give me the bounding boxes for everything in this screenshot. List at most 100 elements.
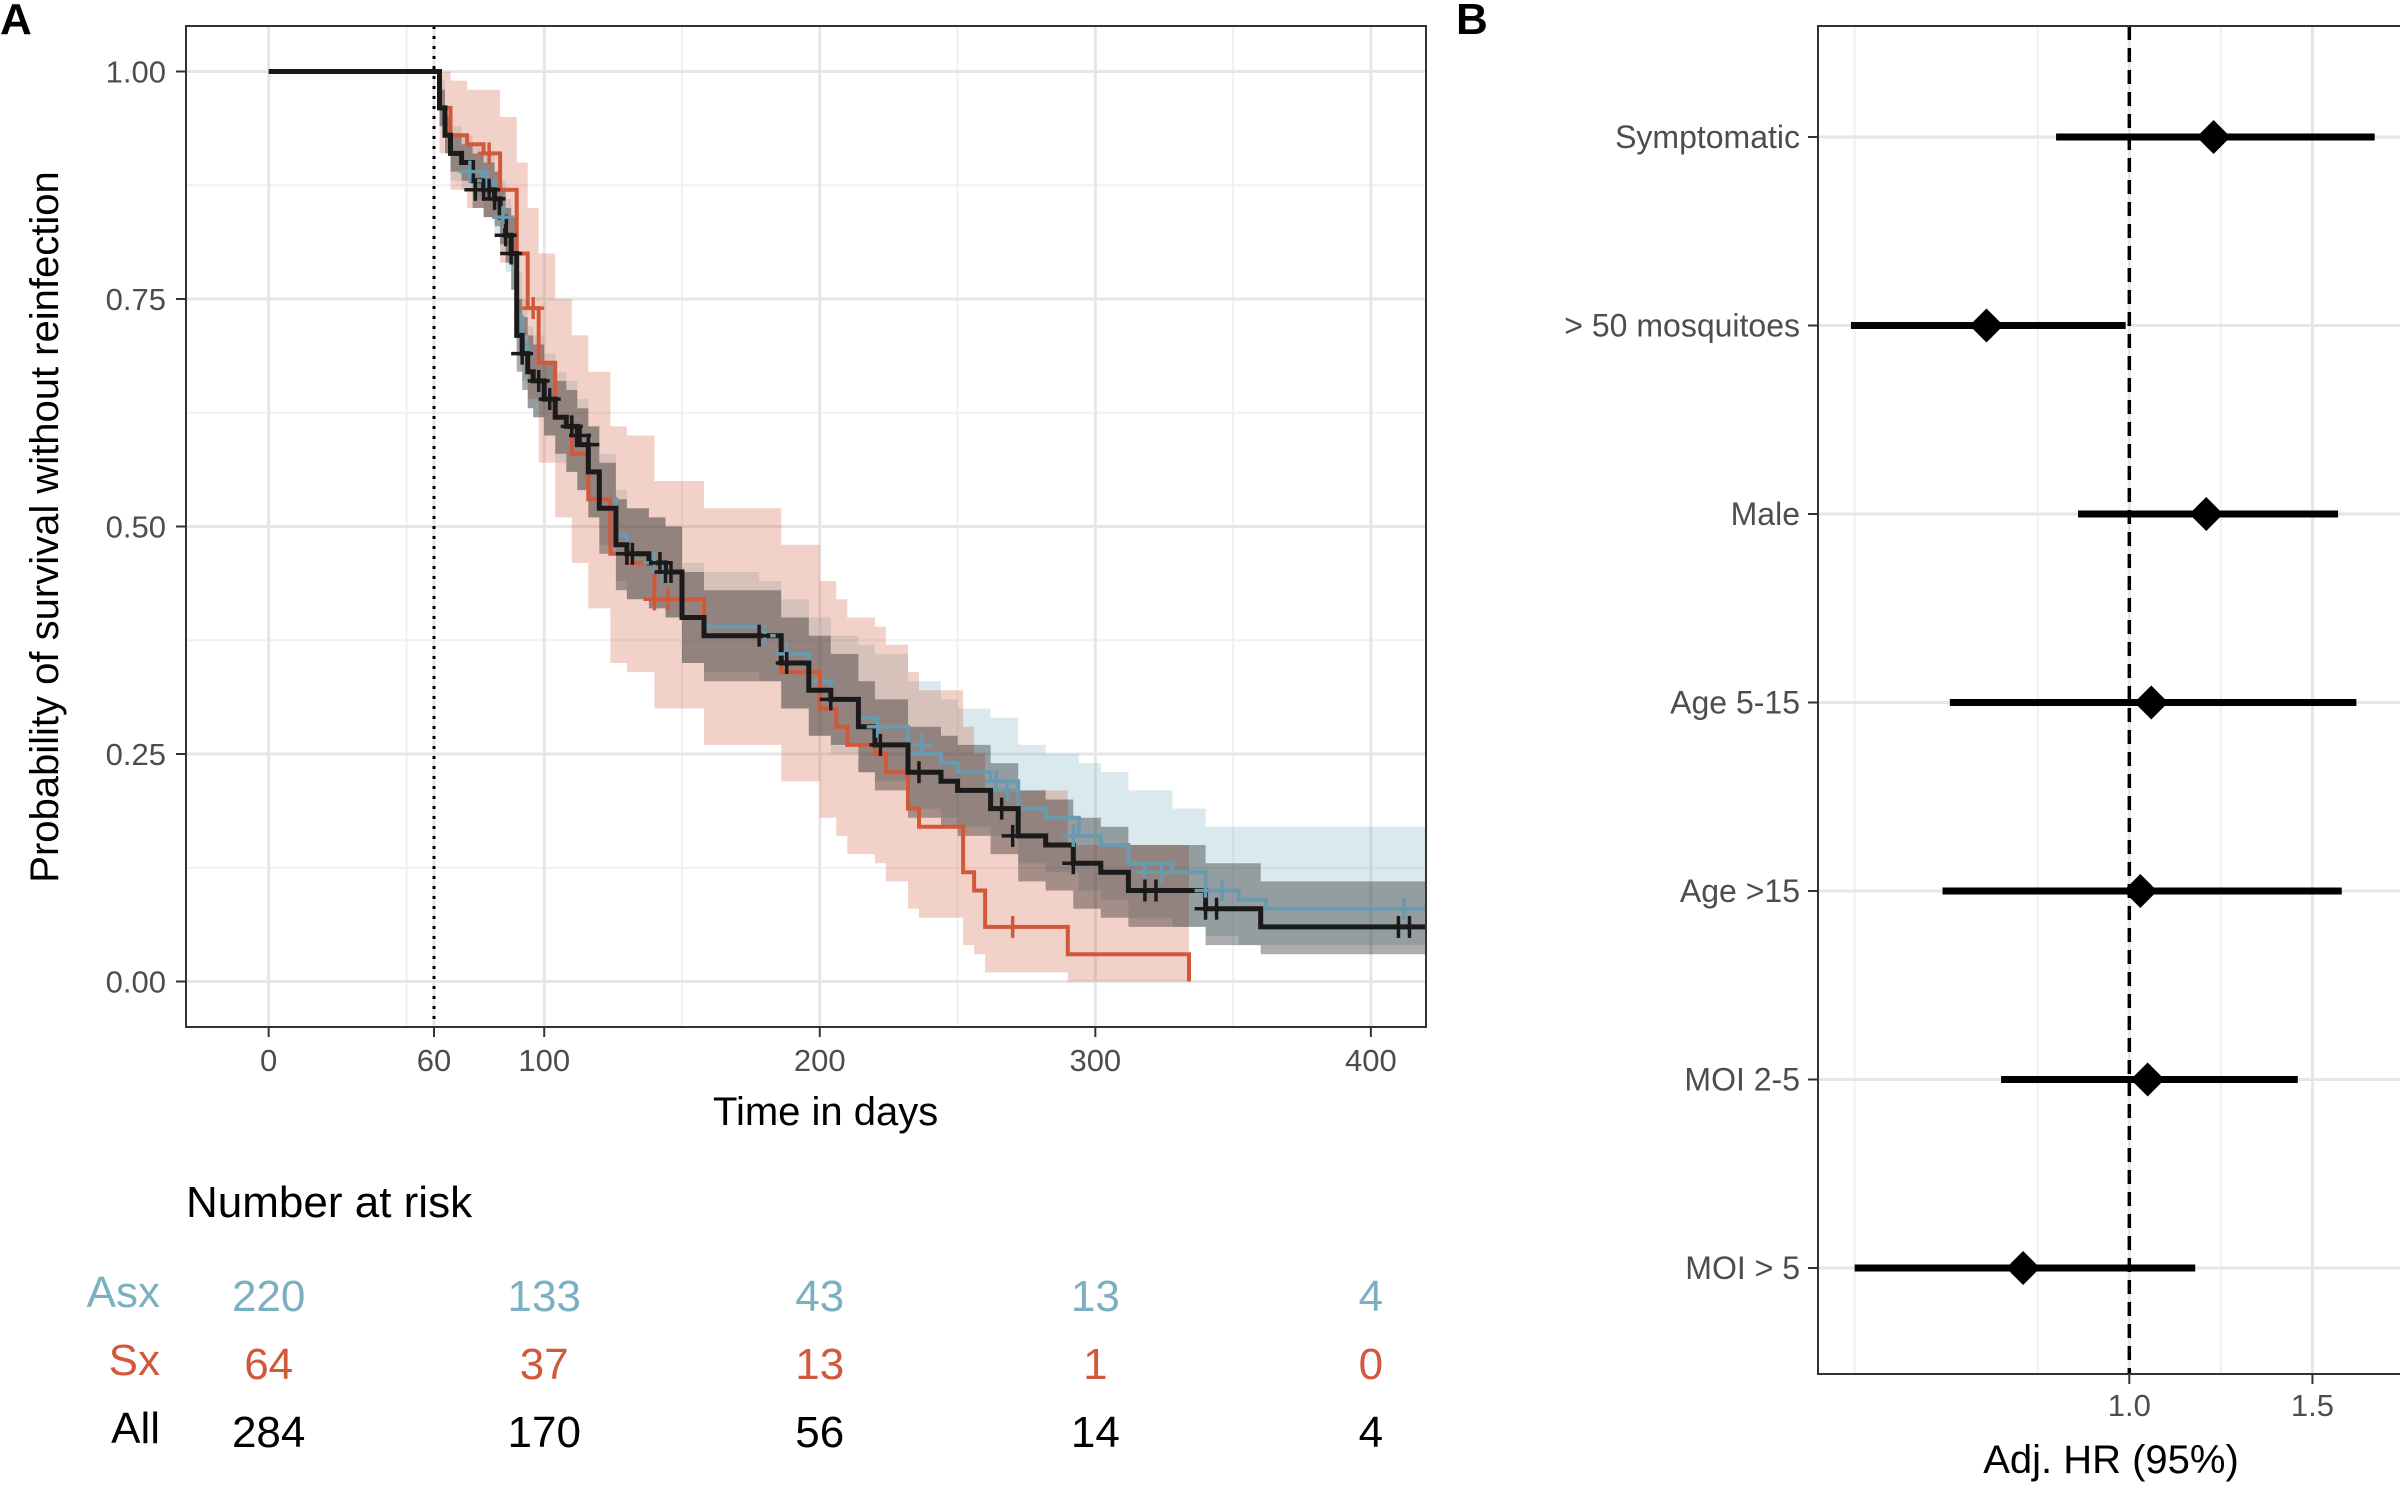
forest-hr-point xyxy=(2134,685,2169,720)
km-censor-mark-all xyxy=(659,561,682,583)
km-censor-mark-asx xyxy=(1150,861,1173,884)
km-censor-mark-sx xyxy=(657,588,680,611)
forest-row-label: MOI 2-5 xyxy=(1684,1062,1800,1098)
km-censor-mark-sx xyxy=(1001,915,1024,938)
forest-x-tick-label: 1.0 xyxy=(2108,1388,2151,1423)
km-censor-mark-all xyxy=(538,388,561,411)
km-censor-mark-all xyxy=(1144,879,1167,902)
forest-plot-border xyxy=(1817,25,2400,1375)
forest-row-label: Age >15 xyxy=(1680,873,1800,909)
forest-hr-point xyxy=(2189,497,2224,531)
km-x-tick-label: 200 xyxy=(794,1043,846,1078)
km-band-asx xyxy=(268,71,1427,946)
km-censor-mark-all xyxy=(511,342,534,365)
km-censor-mark-asx xyxy=(866,715,889,738)
forest-row: Age >15 xyxy=(1680,873,2342,909)
km-x-tick-label: 0 xyxy=(260,1043,277,1078)
km-x-tick-label: 100 xyxy=(518,1043,570,1078)
forest-row: Male xyxy=(1731,496,2339,532)
km-censor-mark-asx xyxy=(491,206,514,229)
forest-row-label: MOI > 5 xyxy=(1685,1250,1800,1286)
forest-row-label: Symptomatic xyxy=(1615,119,1800,155)
km-confidence-bands xyxy=(268,71,1427,982)
forest-hr-point xyxy=(1969,308,2004,343)
km-censor-mark-all xyxy=(775,652,798,674)
risk-count-all: 4 xyxy=(1359,1408,1383,1457)
risk-count-sx: 0 xyxy=(1359,1340,1383,1389)
km-censor-mark-all xyxy=(869,733,892,756)
forest-rows: Symptomatic > 50 mosquitoes Male Age 5-15 Ag… xyxy=(1564,119,2375,1286)
forest-row-label: > 50 mosquitoes xyxy=(1564,308,1800,344)
km-censor-mark-all xyxy=(478,178,501,201)
risk-count-asx: 43 xyxy=(795,1272,844,1321)
km-censor-mark-all xyxy=(990,797,1013,820)
forest-x-tick-label: 1.5 xyxy=(2291,1388,2334,1423)
risk-count-all: 284 xyxy=(232,1408,305,1457)
km-censor-mark-all xyxy=(1205,897,1228,920)
km-censor-mark-all xyxy=(621,542,644,565)
km-x-axis-title: Time in days xyxy=(713,1090,938,1134)
risk-count-all: 56 xyxy=(795,1408,844,1457)
km-y-tick-label: 0.75 xyxy=(106,282,166,317)
risk-count-all: 170 xyxy=(508,1408,581,1457)
km-censor-mark-sx xyxy=(522,297,545,320)
km-y-tick-label: 0.50 xyxy=(106,510,166,545)
km-censor-mark-asx xyxy=(475,169,498,192)
forest-hr-point xyxy=(2123,874,2158,908)
km-x-tick-label: 300 xyxy=(1069,1043,1121,1078)
km-y-axis-title: Probability of survival without reinfect… xyxy=(23,171,67,882)
risk-count-sx: 1 xyxy=(1083,1340,1107,1389)
risk-count-sx: 37 xyxy=(520,1340,569,1389)
panel-b-label: B xyxy=(1456,0,1488,44)
forest-x-axis: 1.0 1.5 xyxy=(2108,1374,2334,1423)
risk-count-asx: 13 xyxy=(1071,1272,1120,1321)
risk-count-all: 14 xyxy=(1071,1408,1120,1457)
forest-row: > 50 mosquitoes xyxy=(1564,308,2126,344)
risk-count-asx: 133 xyxy=(508,1272,581,1321)
risk-table-title: Number at risk xyxy=(186,1178,473,1227)
km-censor-mark-all xyxy=(577,433,600,456)
forest-row-label: Male xyxy=(1731,496,1800,532)
km-y-tick-label: 0.00 xyxy=(106,965,166,1000)
km-chart: 0.00 0.25 0.50 0.75 1.00 0 60 100 200 300 400 Tim… xyxy=(23,25,1427,1134)
forest-hr-point xyxy=(2130,1062,2165,1097)
km-censor-mark-asx xyxy=(985,770,1008,793)
panel-a-label: A xyxy=(0,0,32,44)
forest-hr-point xyxy=(2196,120,2231,154)
risk-count-sx: 64 xyxy=(244,1340,293,1389)
km-censor-mark-all xyxy=(1001,824,1024,847)
km-y-tick-label: 0.25 xyxy=(106,737,166,772)
km-censor-mark-asx xyxy=(1211,879,1234,902)
km-censor-mark-all xyxy=(907,761,930,784)
km-censor-mark-sx xyxy=(478,142,501,165)
forest-row-label: Age 5-15 xyxy=(1670,685,1800,721)
risk-table-rows: Asx 220 133 43 13 4 Sx 64 37 13 1 0 All 284 170 56 14 4 xyxy=(87,1268,1383,1457)
risk-table: Number at risk Asx 220 133 43 13 4Sx 64 37 13 1 0A… xyxy=(87,1178,1383,1457)
km-censor-mark-asx xyxy=(910,733,933,756)
km-censor-mark-all xyxy=(748,624,771,647)
forest-row: MOI > 5 xyxy=(1685,1250,2196,1286)
km-censor-mark-all xyxy=(500,242,523,265)
forest-x-axis-title: Adj. HR (95%) xyxy=(1983,1438,2239,1482)
km-censor-marks xyxy=(458,142,1421,938)
risk-row-label-all: All xyxy=(111,1404,160,1453)
forest-row: Symptomatic xyxy=(1615,119,2375,155)
km-censor-mark-all xyxy=(648,551,671,574)
risk-count-sx: 13 xyxy=(795,1340,844,1389)
km-censor-mark-asx xyxy=(996,779,1019,802)
risk-count-asx: 4 xyxy=(1359,1272,1383,1321)
km-x-tick-label: 60 xyxy=(417,1043,451,1078)
forest-chart: Symptomatic > 50 mosquitoes Male Age 5-15 Ag… xyxy=(1564,25,2400,1482)
forest-row: Age 5-15 xyxy=(1670,685,2357,721)
risk-row-label-asx: Asx xyxy=(87,1268,160,1317)
km-censor-mark-asx xyxy=(1062,824,1085,847)
km-censor-mark-asx xyxy=(1392,897,1415,920)
km-band-sx xyxy=(268,71,1189,982)
km-censor-mark-all xyxy=(819,688,842,711)
forest-row: MOI 2-5 xyxy=(1684,1062,2298,1098)
km-y-axis: 0.00 0.25 0.50 0.75 1.00 xyxy=(106,55,186,1000)
forest-hr-point xyxy=(2006,1251,2041,1285)
km-censor-mark-all xyxy=(527,369,550,392)
km-censor-mark-all xyxy=(1062,852,1085,875)
